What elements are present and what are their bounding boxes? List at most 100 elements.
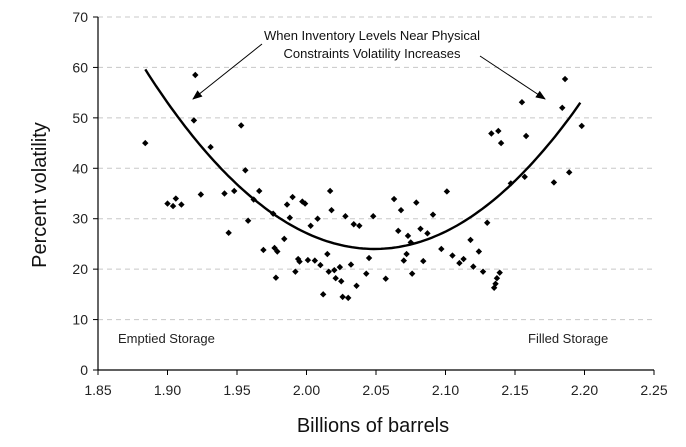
data-point (307, 222, 314, 229)
x-tick-label: 1.85 (84, 382, 111, 398)
x-axis-title: Billions of barrels (297, 415, 449, 437)
data-point (192, 71, 199, 79)
data-point (190, 117, 198, 124)
data-point (237, 122, 245, 129)
data-point (221, 190, 228, 197)
data-point (407, 239, 414, 246)
data-point (345, 294, 352, 302)
data-point (521, 173, 528, 181)
data-point (559, 104, 566, 111)
data-point (566, 169, 573, 176)
data-point (317, 261, 324, 269)
data-point (299, 198, 306, 205)
data-point (561, 75, 569, 83)
data-point (314, 215, 321, 222)
x-ticks: 1.85 1.90 1.95 2.00 2.05 2.10 2.15 2.20 2.25 (84, 370, 668, 398)
annotation-line-1: When Inventory Levels Near Physical (264, 28, 480, 43)
y-axis-title: Percent volatility (29, 122, 51, 268)
data-point (339, 293, 346, 301)
data-point (286, 214, 294, 221)
axes (97, 17, 654, 371)
data-point (207, 143, 214, 151)
data-point (479, 268, 487, 275)
data-point (311, 257, 319, 264)
data-point (244, 217, 252, 224)
data-point (397, 206, 405, 214)
data-point (332, 275, 339, 282)
data-point (470, 263, 477, 270)
emptied-storage-label: Emptied Storage (118, 331, 215, 346)
data-point (408, 270, 416, 277)
data-point (172, 195, 180, 202)
data-point (424, 230, 431, 237)
data-point (301, 200, 309, 207)
data-point (292, 268, 299, 275)
data-point (325, 268, 332, 275)
data-point (331, 266, 338, 274)
data-point (197, 191, 205, 198)
right-arrow (479, 55, 546, 100)
left-arrow (192, 43, 263, 100)
data-point (550, 179, 558, 186)
data-point (370, 212, 377, 220)
x-tick-label: 2.00 (293, 382, 320, 398)
data-point (495, 127, 502, 135)
x-tick-label: 2.10 (432, 382, 459, 398)
annotation-arrows (192, 43, 546, 100)
x-tick-label: 2.25 (640, 382, 667, 398)
data-point (488, 130, 495, 137)
x-tick-label: 2.20 (571, 382, 598, 398)
data-point (178, 201, 185, 208)
data-point (283, 201, 291, 208)
data-point (281, 235, 288, 243)
data-point (169, 202, 177, 210)
grid-lines (98, 16, 654, 321)
data-point (225, 229, 232, 237)
data-point (365, 254, 373, 262)
scatter-points (142, 71, 585, 302)
y-tick-label: 70 (72, 9, 88, 25)
data-point (382, 275, 389, 282)
y-ticks: 0 10 20 30 40 50 60 70 (72, 9, 98, 378)
data-point (356, 222, 363, 229)
data-point (338, 278, 345, 285)
filled-storage-label: Filled Storage (528, 331, 608, 346)
y-tick-label: 20 (72, 261, 88, 277)
x-tick-label: 2.05 (362, 382, 389, 398)
x-tick-label: 2.15 (501, 382, 528, 398)
data-point (256, 187, 263, 195)
data-point (475, 248, 483, 255)
data-point (492, 280, 499, 287)
data-point (417, 225, 424, 232)
data-point (289, 193, 296, 201)
data-point (326, 187, 334, 195)
data-point (242, 167, 249, 174)
data-point (484, 219, 491, 226)
data-point (231, 187, 238, 195)
data-point (336, 263, 344, 271)
data-point (260, 246, 267, 254)
x-tick-label: 1.90 (154, 382, 181, 398)
data-point (390, 195, 398, 203)
data-point (271, 244, 278, 252)
x-tick-label: 1.95 (223, 382, 250, 398)
data-point (347, 261, 355, 268)
y-tick-label: 10 (72, 312, 88, 328)
data-point (328, 206, 335, 214)
data-point (324, 250, 331, 258)
data-point (497, 139, 505, 147)
data-point (274, 248, 281, 255)
y-tick-label: 0 (80, 362, 88, 378)
data-point (493, 275, 501, 282)
data-point (342, 212, 349, 220)
data-point (413, 199, 420, 206)
data-point (296, 258, 303, 265)
data-point (142, 139, 149, 147)
y-tick-label: 50 (72, 110, 88, 126)
data-point (395, 227, 402, 235)
y-tick-label: 30 (72, 211, 88, 227)
annotation-line-2: Constraints Volatility Increases (283, 46, 461, 61)
data-point (578, 122, 585, 130)
data-point (404, 232, 412, 240)
